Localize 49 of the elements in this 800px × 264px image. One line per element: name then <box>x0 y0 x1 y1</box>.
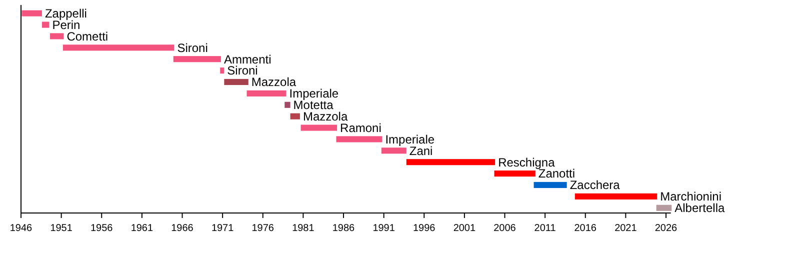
bar <box>224 78 248 86</box>
y-tick-label: Imperiale <box>385 132 435 146</box>
bar <box>300 124 338 131</box>
y-tick-label: Imperiale <box>289 86 339 101</box>
bar <box>62 44 174 51</box>
bar <box>336 136 382 142</box>
y-tick-label: Sironi <box>177 40 208 55</box>
bar <box>381 148 406 154</box>
x-tick-label: 1971 <box>211 223 234 234</box>
y-tick-label: Zappelli <box>44 6 87 21</box>
x-tick-label: 2021 <box>614 223 638 234</box>
y-tick-label: Motetta <box>293 98 334 112</box>
y-tick-label: Zani <box>409 144 433 158</box>
x-tick-label: 1996 <box>413 223 436 234</box>
bar <box>656 204 672 211</box>
x-tick-label: 1986 <box>332 223 356 234</box>
x-tick-label: 2006 <box>494 223 516 234</box>
x-tick-label: 2011 <box>534 223 556 234</box>
y-tick-label: Marchionini <box>660 190 722 204</box>
x-tick-label: 2026 <box>654 223 678 234</box>
x-tick-label: 1951 <box>50 223 73 234</box>
x-tick-label: 2016 <box>574 223 597 234</box>
y-tick-label: Sironi <box>227 64 258 78</box>
x-tick-label: 1961 <box>130 223 154 234</box>
x-tick-label: 2001 <box>453 223 476 234</box>
x-tick-label: 1991 <box>372 223 396 234</box>
x-tick-label: 1956 <box>90 223 114 234</box>
bar <box>220 68 224 74</box>
bar <box>22 10 42 16</box>
y-tick-label: Albertella <box>674 201 725 216</box>
bar <box>284 102 290 108</box>
bar <box>42 22 50 28</box>
y-tick-label: Mazzola <box>251 75 296 90</box>
y-tick-label: Cometti <box>66 29 108 44</box>
bar <box>246 90 286 96</box>
bar <box>290 113 300 120</box>
x-tick-label: 1981 <box>292 223 315 234</box>
bar <box>406 159 496 166</box>
bar <box>173 56 221 62</box>
y-tick-label: Ammenti <box>224 52 272 66</box>
bar <box>494 170 536 177</box>
y-tick-label: Reschigna <box>498 155 556 170</box>
bar <box>50 33 64 40</box>
x-tick-label: 1946 <box>10 223 33 234</box>
x-tick-label: 1976 <box>252 223 274 234</box>
bar <box>574 193 658 200</box>
x-tick-label: 1966 <box>171 223 194 234</box>
bar <box>534 182 567 188</box>
y-tick-label: Zacchera <box>570 178 620 192</box>
